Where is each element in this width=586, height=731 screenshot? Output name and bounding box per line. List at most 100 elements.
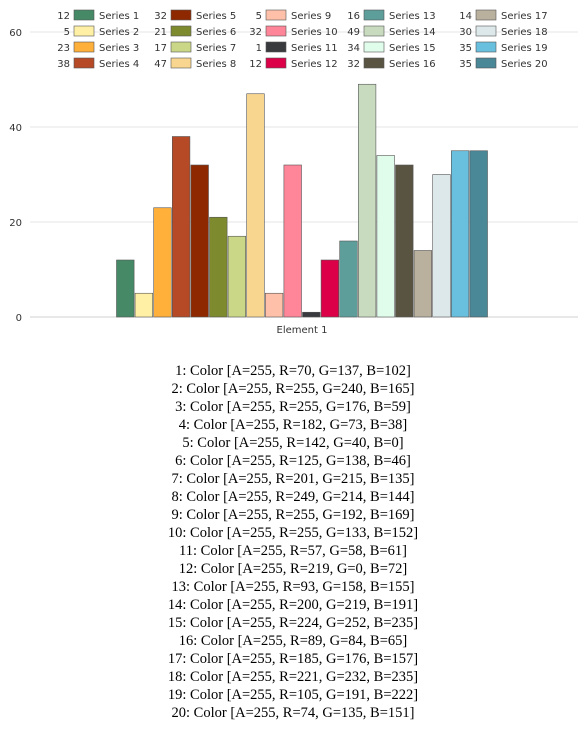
legend-swatch (170, 57, 192, 69)
legend-value: 12 (57, 11, 70, 22)
legend-item-series-13: 16 Series 13 (347, 9, 436, 22)
grid-lines (30, 31, 578, 318)
color-list-line: 3: Color [A=255, R=255, G=176, B=59] (175, 399, 411, 415)
y-axis-ticks: 0 20 40 60 (9, 28, 22, 324)
legend-swatch (265, 57, 287, 69)
color-list-line: 9: Color [A=255, R=255, G=192, B=169] (171, 507, 415, 523)
legend-item-series-6: 21 Series 6 (154, 25, 236, 38)
legend-item-series-16: 32 Series 16 (347, 57, 436, 70)
y-tick-label: 40 (9, 123, 22, 134)
legend-value: 5 (64, 27, 70, 38)
legend-value: 38 (57, 59, 70, 70)
legend-swatch (265, 9, 287, 21)
bar-series-12 (320, 259, 340, 318)
legend-swatch (73, 57, 95, 69)
color-list: 1: Color [A=255, R=70, G=137, B=102] 2: C… (0, 362, 586, 722)
legend-label: Series 1 (99, 11, 139, 22)
bar-series-16 (395, 164, 414, 318)
legend-item-series-4: 38 Series 4 (57, 57, 139, 70)
legend-swatch (265, 41, 287, 53)
legend-label: Series 5 (196, 11, 236, 22)
bar-series-8 (246, 93, 265, 318)
bar-series-18 (432, 174, 451, 318)
x-axis-ticks: Element 1 (277, 325, 328, 336)
legend-swatch (363, 41, 385, 53)
y-tick-label: 20 (9, 218, 22, 229)
legend-value: 23 (57, 43, 70, 54)
legend-label: Series 19 (501, 43, 548, 54)
legend-item-series-20: 35 Series 20 (459, 57, 548, 70)
legend-item-series-11: 1 Series 11 (256, 41, 338, 54)
x-tick-label: Element 1 (277, 325, 328, 336)
legend-value: 35 (459, 59, 472, 70)
color-list-line: 20: Color [A=255, R=74, G=135, B=151] (171, 705, 415, 721)
bar-series-6 (209, 216, 228, 318)
legend-swatch (475, 25, 497, 37)
legend-value: 34 (347, 43, 360, 54)
legend-swatch (475, 41, 497, 53)
legend-value: 16 (347, 11, 360, 22)
bar-series-5 (190, 164, 209, 318)
legend-value: 17 (154, 43, 167, 54)
legend-label: Series 3 (99, 43, 139, 54)
legend-item-series-9: 5 Series 9 (256, 9, 331, 22)
legend-swatch (265, 25, 287, 37)
color-list-line: 16: Color [A=255, R=89, G=84, B=65] (178, 633, 408, 649)
legend-label: Series 8 (196, 59, 236, 70)
color-list-line: 10: Color [A=255, R=255, G=133, B=152] (167, 525, 419, 541)
legend-value: 21 (154, 27, 167, 38)
color-list-line: 8: Color [A=255, R=249, G=214, B=144] (171, 489, 415, 505)
legend-item-series-5: 32 Series 5 (154, 9, 236, 22)
y-tick-label: 0 (16, 313, 22, 324)
bar-series-15 (376, 155, 395, 318)
legend-label: Series 2 (99, 27, 139, 38)
bar-series-1 (116, 259, 135, 318)
legend-swatch (170, 25, 192, 37)
legend-label: Series 9 (291, 11, 331, 22)
legend-label: Series 10 (291, 27, 338, 38)
legend-label: Series 17 (501, 11, 548, 22)
bar-series-2 (134, 292, 154, 318)
legend-item-series-19: 35 Series 19 (459, 41, 548, 54)
legend-value: 32 (347, 59, 360, 70)
legend-swatch (475, 9, 497, 21)
color-list-line: 14: Color [A=255, R=200, G=219, B=191] (167, 597, 419, 613)
legend-value: 35 (459, 43, 472, 54)
legend-value: 32 (249, 27, 262, 38)
bar-series-10 (283, 164, 302, 318)
color-list-line: 13: Color [A=255, R=93, G=158, B=155] (171, 579, 415, 595)
color-list-line: 2: Color [A=255, R=255, G=240, B=165] (171, 381, 415, 397)
legend-value: 1 (256, 43, 262, 54)
legend-swatch (170, 41, 192, 53)
legend-label: Series 4 (99, 59, 139, 70)
legend-label: Series 16 (389, 59, 436, 70)
legend-item-series-2: 5 Series 2 (64, 25, 139, 38)
bar-series-11 (302, 311, 321, 318)
legend-item-series-18: 30 Series 18 (459, 25, 548, 38)
color-list-line: 1: Color [A=255, R=70, G=137, B=102] (175, 363, 411, 379)
legend-item-series-7: 17 Series 7 (154, 41, 236, 54)
bar-series-3 (153, 207, 172, 318)
legend-item-series-1: 12 Series 1 (57, 9, 139, 22)
bar-series-17 (413, 250, 433, 318)
color-list-line: 4: Color [A=255, R=182, G=73, B=38] (178, 417, 408, 433)
legend-label: Series 14 (389, 27, 436, 38)
legend-value: 49 (347, 27, 360, 38)
legend-value: 30 (459, 27, 472, 38)
legend-item-series-14: 49 Series 14 (347, 25, 436, 38)
legend-value: 5 (256, 11, 262, 22)
legend-swatch (363, 9, 385, 21)
bar-series-20 (469, 150, 488, 318)
legend-value: 32 (154, 11, 167, 22)
color-list-line: 17: Color [A=255, R=185, G=176, B=157] (167, 651, 419, 667)
legend-item-series-15: 34 Series 15 (347, 41, 436, 54)
color-list-line: 6: Color [A=255, R=125, G=138, B=46] (175, 453, 411, 469)
color-list-line: 18: Color [A=255, R=221, G=232, B=235] (167, 669, 419, 685)
legend-label: Series 6 (196, 27, 236, 38)
legend-label: Series 7 (196, 43, 236, 54)
bar-series-19 (450, 150, 470, 318)
color-list-line: 19: Color [A=255, R=105, G=191, B=222] (167, 687, 419, 703)
legend-swatch (363, 25, 385, 37)
legend-label: Series 13 (389, 11, 436, 22)
